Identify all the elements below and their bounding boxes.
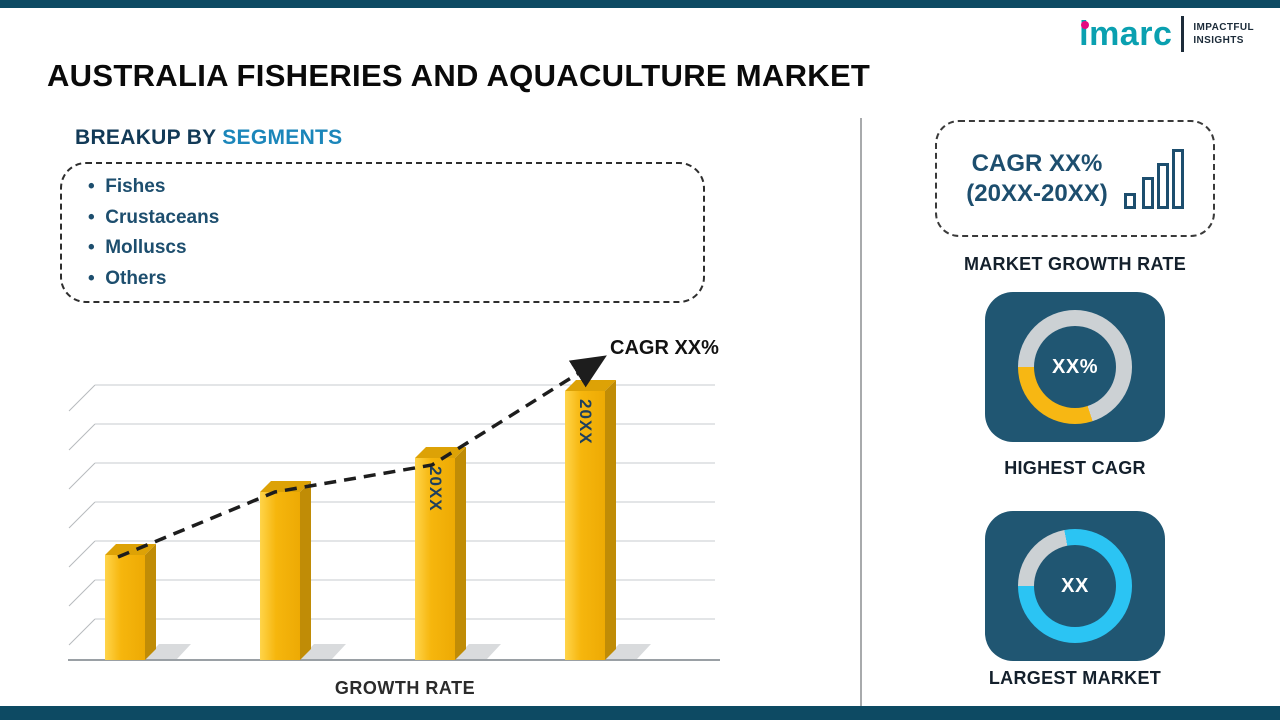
vertical-divider: [860, 118, 862, 706]
segments-box: FishesCrustaceansMolluscsOthers: [60, 162, 705, 303]
highest-cagr-card: XX%: [985, 292, 1165, 442]
segments-heading-prefix: BREAKUP BY: [75, 126, 223, 149]
segments-heading: BREAKUP BY SEGMENTS: [75, 126, 342, 150]
largest-market-donut: XX: [1018, 529, 1132, 643]
cagr-box-text: CAGR XX% (20XX-20XX): [966, 149, 1107, 209]
highest-cagr-label: HIGHEST CAGR: [1004, 458, 1146, 478]
chart-bar: 20XX: [565, 380, 616, 660]
segment-item: Crustaceans: [88, 203, 677, 234]
largest-market-label: LARGEST MARKET: [988, 668, 1162, 688]
chart-bar: 20XX: [415, 447, 466, 660]
bar-year-label: 20XX: [576, 399, 595, 445]
cagr-period-line: (20XX-20XX): [966, 179, 1108, 207]
segment-item: Molluscs: [88, 233, 677, 264]
logo-tagline-line1: IMPACTFUL: [1193, 22, 1254, 33]
segment-item: Others: [88, 264, 677, 295]
chart-bar: [105, 544, 156, 660]
segments-list: FishesCrustaceansMolluscsOthers: [88, 172, 677, 294]
bar-year-label: 20XX: [426, 466, 445, 512]
bottom-border-strip: [0, 706, 1280, 720]
market-growth-rate-label: MARKET GROWTH RATE: [963, 254, 1187, 274]
segments-heading-highlight: SEGMENTS: [222, 126, 343, 149]
cagr-value-line: CAGR XX%: [971, 149, 1103, 177]
chart-cagr-annotation: CAGR XX%: [610, 337, 719, 359]
bar-front-face: [565, 391, 605, 660]
chart-x-axis-label: GROWTH RATE: [334, 678, 476, 698]
logo-divider: [1181, 16, 1185, 52]
dashed-trend-arrow-icon: [117, 355, 607, 559]
logo-tagline: IMPACTFUL INSIGHTS: [1193, 21, 1254, 47]
chart-bar: [260, 481, 311, 660]
bars-layer: 20XX 20XX: [60, 345, 750, 670]
bar-front-face: [415, 458, 455, 660]
segment-item: Fishes: [88, 172, 677, 203]
logo-pink-dot-icon: [1081, 21, 1090, 29]
largest-market-value: XX: [1061, 574, 1089, 597]
bar-front-face: [105, 555, 145, 660]
imarc-logo-wordmark: imarc: [1079, 15, 1173, 53]
top-border-strip: [0, 0, 1280, 8]
growth-rate-chart: 20XX 20XX CAGR XX%: [60, 337, 750, 670]
highest-cagr-value: XX%: [1052, 355, 1098, 378]
bar-chart-icon: [1123, 148, 1184, 209]
imarc-logo: imarc IMPACTFUL INSIGHTS: [1079, 16, 1254, 52]
bar-front-face: [260, 492, 300, 660]
cagr-dashed-box: CAGR XX% (20XX-20XX): [935, 120, 1215, 237]
largest-market-card: XX: [985, 511, 1165, 661]
page-title: AUSTRALIA FISHERIES AND AQUACULTURE MARK…: [47, 58, 871, 93]
highest-cagr-donut: XX%: [1018, 310, 1132, 424]
logo-tagline-line2: INSIGHTS: [1193, 35, 1244, 46]
